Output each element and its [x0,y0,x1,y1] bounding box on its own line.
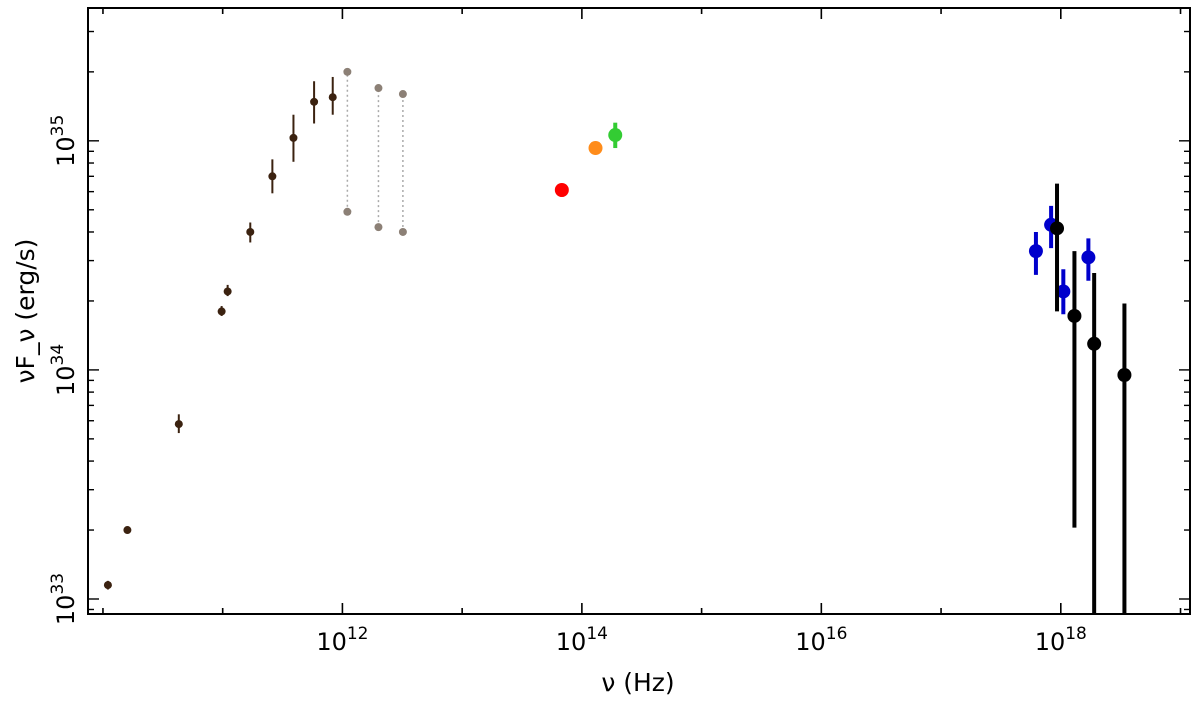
range-lower-point [343,207,352,216]
x-tick-label: 1018 [1035,624,1087,656]
data-point [217,307,226,316]
x-axis-label: ν (Hz) [601,668,674,697]
y-tick-label: 1035 [48,115,80,167]
y-axis-label-group: νF_ν (erg/s) [11,239,40,384]
y-tick-label-group: 1033 [48,573,80,625]
data-point [123,526,132,535]
range-lower-point [398,227,407,236]
range-upper-point [398,90,407,99]
data-point [328,93,337,102]
range-lower-point [374,223,383,232]
data-point [1117,368,1132,383]
y-tick-label: 1034 [48,344,80,396]
data-point [554,182,569,197]
y-axis-label: νF_ν (erg/s) [11,239,40,384]
data-point [1050,221,1065,236]
y-tick-label-group: 1035 [48,115,80,167]
data-point [588,141,603,156]
data-point [103,581,112,590]
data-point [289,133,298,142]
y-tick-label: 1033 [48,573,80,625]
data-point [174,420,183,429]
plot-frame [87,7,1191,615]
data-point [608,128,623,143]
range-upper-point [343,67,352,76]
range-upper-point [374,84,383,93]
data-point [246,227,255,236]
axis-ticks [88,8,1190,614]
data-point [1067,308,1082,323]
data-point [268,172,277,181]
x-tick-label: 1016 [795,624,847,656]
data-point [1056,284,1071,299]
x-tick-label: 1014 [556,624,608,656]
y-tick-label-group: 1034 [48,344,80,396]
data-point [1028,244,1043,259]
data-point [1081,250,1096,265]
tick-labels: 1012 1014 1016 1018 1033 1034 1035 [48,115,1087,656]
x-tick-label: 1012 [316,624,368,656]
data-point [310,97,319,106]
data-point [1087,336,1102,351]
data-marks [103,67,1132,614]
data-point [223,287,232,296]
